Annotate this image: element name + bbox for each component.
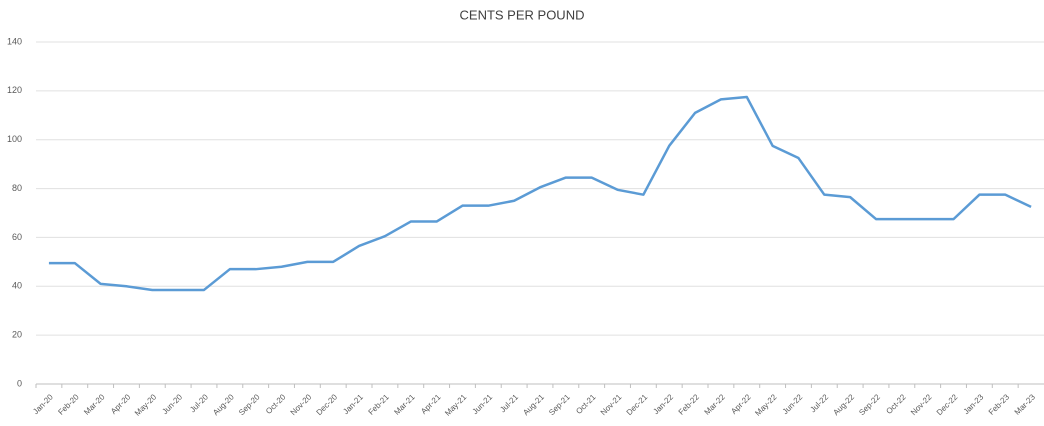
x-tick-label: Jun-20: [160, 392, 184, 416]
x-tick-label: Feb-22: [677, 392, 702, 417]
x-tick-label: Dec-22: [935, 392, 960, 417]
y-tick-label: 40: [12, 281, 22, 291]
x-tick-label: Jan-23: [962, 392, 986, 416]
line: [48, 95, 1032, 292]
x-tick-label: Dec-20: [315, 392, 340, 417]
x-tick-label: Jul-22: [808, 392, 830, 414]
x-tick-label: Mar-21: [392, 392, 417, 417]
y-tick-label: 140: [7, 36, 22, 46]
x-tick-label: Jan-20: [31, 392, 55, 416]
x-tick-label: Jun-21: [471, 392, 495, 416]
x-tick-label: Aug-20: [211, 392, 236, 417]
x-tick-label: Nov-20: [289, 392, 314, 417]
y-tick-label: 80: [12, 183, 22, 193]
x-tick-label: Jul-20: [188, 392, 210, 414]
x-tick-label: Nov-21: [599, 392, 624, 417]
x-tick-label: Mar-22: [703, 392, 728, 417]
x-tick-label: Feb-21: [367, 392, 392, 417]
x-tick-label: Jun-22: [781, 392, 805, 416]
x-tick-label: Jan-22: [651, 392, 675, 416]
x-tick-label: Feb-20: [56, 392, 81, 417]
y-tick-label: 0: [17, 378, 22, 388]
x-tick-label: Oct-21: [574, 392, 598, 416]
x-tick-label: Apr-22: [729, 392, 753, 416]
y-tick-label: 100: [7, 134, 22, 144]
x-tick-label: Aug-21: [521, 392, 546, 417]
x-tick-label: Nov-22: [909, 392, 934, 417]
y-tick-label: 20: [12, 330, 22, 340]
x-tick-label: Sep-20: [237, 392, 262, 417]
x-tick-label: Oct-22: [884, 392, 908, 416]
x-tick-label: Mar-23: [1013, 392, 1038, 417]
x-tick-label: Jul-21: [498, 392, 520, 414]
x-tick-label: Dec-21: [625, 392, 650, 417]
x-tick-label: Mar-20: [82, 392, 107, 417]
x-tick-label: May-21: [443, 392, 469, 418]
x-tick-label: Jan-21: [341, 392, 365, 416]
x-tick-label: Apr-20: [109, 392, 133, 416]
x-tick-label: Feb-23: [987, 392, 1012, 417]
x-tick-label: Apr-21: [419, 392, 443, 416]
y-tick-label: 120: [7, 85, 22, 95]
y-tick-label: 60: [12, 232, 22, 242]
x-tick-label: Aug-22: [831, 392, 856, 417]
x-tick-label: Oct-20: [264, 392, 288, 416]
x-tick-label: May-22: [753, 392, 779, 418]
chart-title: CENTS PER POUND: [460, 7, 585, 22]
x-tick-label: Sep-21: [547, 392, 572, 417]
x-tick-label: Sep-22: [857, 392, 882, 417]
x-tick-label: May-20: [133, 392, 159, 418]
